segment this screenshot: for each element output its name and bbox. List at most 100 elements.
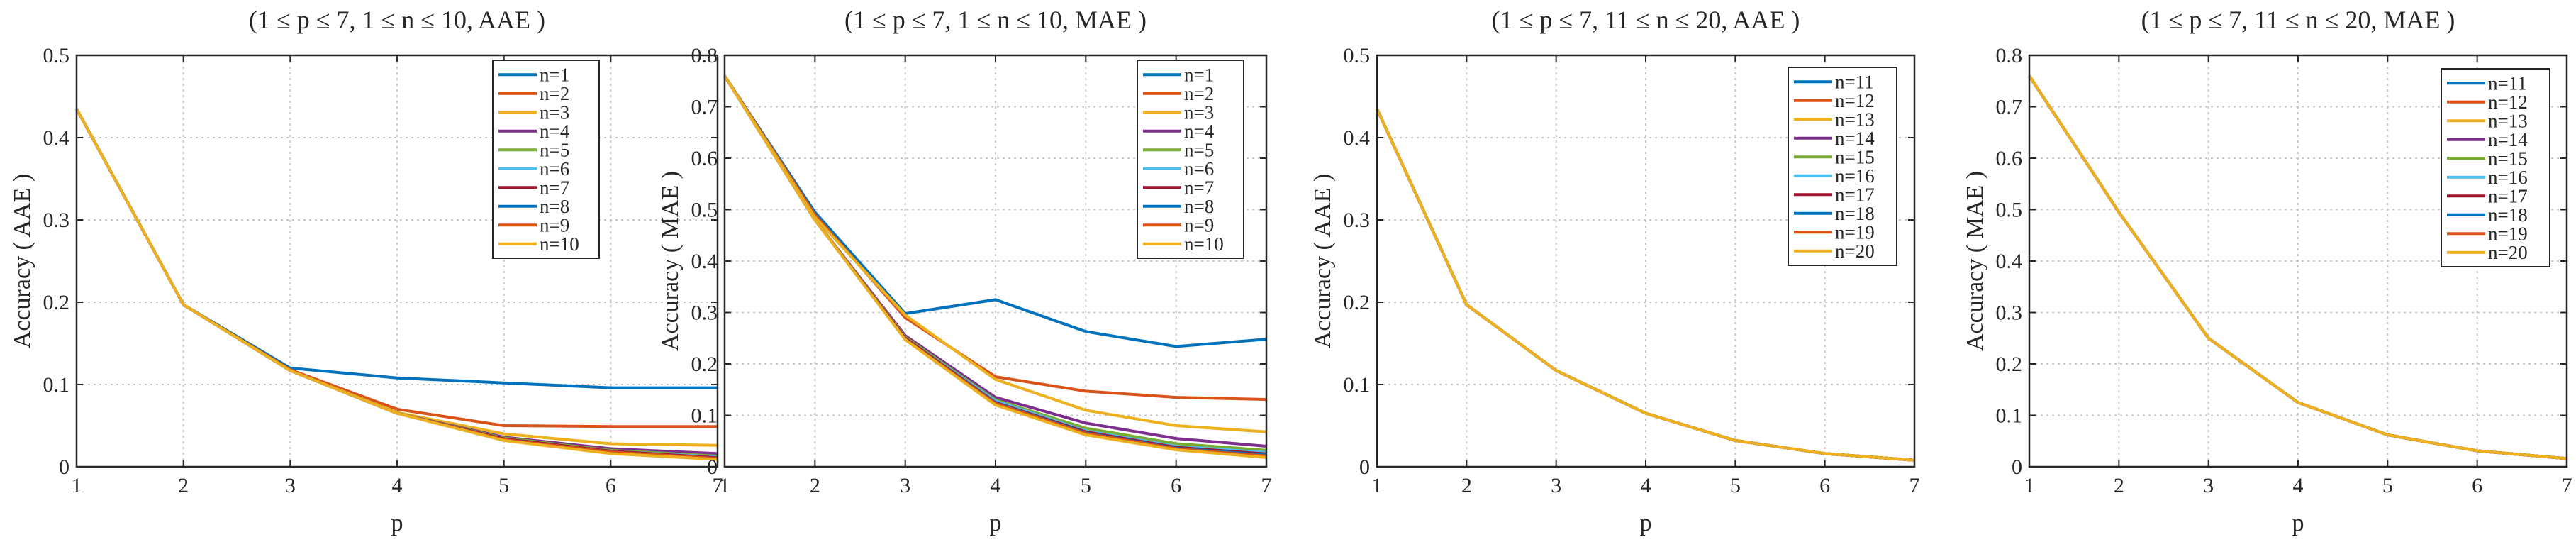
y-tick-label: 0.8 xyxy=(691,44,718,67)
x-tick-label: 6 xyxy=(1819,474,1830,497)
chart-title: (1 ≤ p ≤ 7, 11 ≤ n ≤ 20, MAE ) xyxy=(2141,6,2455,34)
x-tick-label: 3 xyxy=(1551,474,1561,497)
x-tick-label: 4 xyxy=(1641,474,1651,497)
series-line-n=10 xyxy=(75,108,718,461)
legend-entry: n=11 xyxy=(1835,71,1874,92)
x-tick-label: 2 xyxy=(810,474,820,497)
legend-entry: n=14 xyxy=(2488,129,2528,150)
y-tick-label: 0.3 xyxy=(1996,302,2023,325)
x-tick-label: 1 xyxy=(720,474,730,497)
y-tick-label: 0.1 xyxy=(691,404,718,428)
legend-entry: n=16 xyxy=(2488,167,2528,188)
axes-box xyxy=(723,54,1268,468)
x-tick-label: 3 xyxy=(285,474,296,497)
y-tick-label: 0.7 xyxy=(1996,96,2023,119)
legend-entry: n=15 xyxy=(1835,146,1875,167)
y-tick-label: 0.5 xyxy=(43,44,70,67)
series-line-n=10 xyxy=(723,74,1267,459)
legend-entry: n=11 xyxy=(2488,72,2527,94)
series-line-n=1 xyxy=(723,74,1267,348)
x-tick-label: 6 xyxy=(1171,474,1181,497)
x-tick-label: 5 xyxy=(1081,474,1091,497)
x-tick-label: 1 xyxy=(72,474,82,497)
y-tick-label: 0.6 xyxy=(691,147,718,170)
series-line-n=20 xyxy=(2028,74,2567,460)
y-tick-label: 0.5 xyxy=(691,199,718,222)
y-tick-label: 0.2 xyxy=(691,353,718,376)
y-tick-label: 0.4 xyxy=(691,250,718,273)
legend: n=1n=2n=3n=4n=5n=6n=7n=8n=9n=10 xyxy=(492,60,600,259)
x-axis-label: p xyxy=(391,510,403,536)
legend: n=11n=12n=13n=14n=15n=16n=17n=18n=19n=20 xyxy=(1788,67,1897,266)
y-tick-label: 0.4 xyxy=(1344,126,1371,150)
x-axis-label: p xyxy=(990,510,1002,536)
x-tick-label: 7 xyxy=(1261,474,1272,497)
legend-entry: n=20 xyxy=(1835,240,1875,262)
x-axis-label: p xyxy=(1640,510,1652,536)
y-axis-label: Accuracy ( AAE ) xyxy=(1310,174,1336,348)
legend: n=1n=2n=3n=4n=5n=6n=7n=8n=9n=10 xyxy=(1137,60,1244,259)
axes-box xyxy=(2028,54,2568,468)
legend-entry: n=10 xyxy=(1184,233,1224,255)
legend-entry: n=9 xyxy=(540,214,569,236)
y-tick-label: 0 xyxy=(1359,455,1370,479)
legend-entry: n=4 xyxy=(1184,121,1215,142)
y-axis-label: Accuracy ( MAE ) xyxy=(657,171,684,351)
y-axis-label: Accuracy ( MAE ) xyxy=(1962,171,1988,351)
x-tick-label: 1 xyxy=(1372,474,1383,497)
legend-entry: n=5 xyxy=(540,139,569,160)
x-tick-label: 2 xyxy=(1461,474,1472,497)
y-tick-label: 0.1 xyxy=(43,373,70,397)
chart-panel-2: 1 2 3 4 5 6 700.10.20.30.40.50.60.70.8(1 ≤ p ≤… xyxy=(657,6,1272,536)
y-tick-label: 0 xyxy=(59,455,69,479)
legend: n=11n=12n=13n=14n=15n=16n=17n=18n=19n=20 xyxy=(2441,68,2550,267)
axes-box xyxy=(75,54,719,468)
series-line-n=20 xyxy=(1376,108,1915,462)
legend-entry: n=17 xyxy=(1835,184,1875,205)
x-tick-label: 7 xyxy=(713,474,723,497)
y-tick-label: 0.1 xyxy=(1344,373,1371,397)
legend-entry: n=1 xyxy=(540,64,569,85)
legend-entry: n=3 xyxy=(1184,101,1214,123)
x-tick-label: 2 xyxy=(178,474,189,497)
legend-entry: n=17 xyxy=(2488,185,2528,206)
y-tick-label: 0.8 xyxy=(1996,44,2023,67)
legend-entry: n=12 xyxy=(1835,90,1875,111)
x-tick-label: 4 xyxy=(392,474,403,497)
y-tick-label: 0 xyxy=(2012,455,2022,479)
legend-entry: n=10 xyxy=(540,233,579,255)
legend-entry: n=7 xyxy=(540,177,569,198)
legend-entry: n=12 xyxy=(2488,92,2528,113)
chart-title: (1 ≤ p ≤ 7, 1 ≤ n ≤ 10, AAE ) xyxy=(249,6,545,34)
x-tick-label: 3 xyxy=(900,474,910,497)
y-axis-label: Accuracy ( AAE ) xyxy=(9,174,35,348)
y-tick-label: 0.2 xyxy=(1996,353,2023,376)
chart-panel-4: 1 2 3 4 5 6 7 0 0.1 0.2 0.3 0.4 0.5 0.6 0.7 0.8 (1 ≤ p ≤… xyxy=(1962,6,2572,536)
x-tick-label: 1 xyxy=(2024,474,2035,497)
legend-entry: n=19 xyxy=(2488,223,2528,244)
legend-entry: n=19 xyxy=(1835,221,1875,243)
y-tick-label: 0.3 xyxy=(43,209,70,232)
legend-entry: n=1 xyxy=(1184,64,1214,85)
y-tick-label: 0.7 xyxy=(691,96,718,119)
y-tick-label: 0.5 xyxy=(1996,199,2023,222)
x-tick-label: 4 xyxy=(991,474,1001,497)
x-tick-label: 6 xyxy=(606,474,616,497)
x-tick-label: 5 xyxy=(1730,474,1741,497)
legend-entry: n=3 xyxy=(540,101,569,123)
y-tick-label: 0 xyxy=(707,455,718,479)
legend-entry: n=2 xyxy=(1184,83,1214,104)
chart-title: (1 ≤ p ≤ 7, 11 ≤ n ≤ 20, AAE ) xyxy=(1492,6,1800,34)
y-tick-label: 0.3 xyxy=(691,302,718,325)
chart-title: (1 ≤ p ≤ 7, 1 ≤ n ≤ 10, MAE ) xyxy=(844,6,1147,34)
y-tick-label: 0.4 xyxy=(43,126,70,150)
legend-entry: n=20 xyxy=(2488,242,2528,263)
x-tick-label: 6 xyxy=(2472,474,2482,497)
x-tick-label: 7 xyxy=(2562,474,2572,497)
legend-entry: n=18 xyxy=(1835,203,1875,224)
legend-entry: n=2 xyxy=(540,83,569,104)
x-tick-label: 3 xyxy=(2203,474,2214,497)
y-tick-label: 0.6 xyxy=(1996,147,2023,170)
legend-entry: n=18 xyxy=(2488,204,2528,226)
